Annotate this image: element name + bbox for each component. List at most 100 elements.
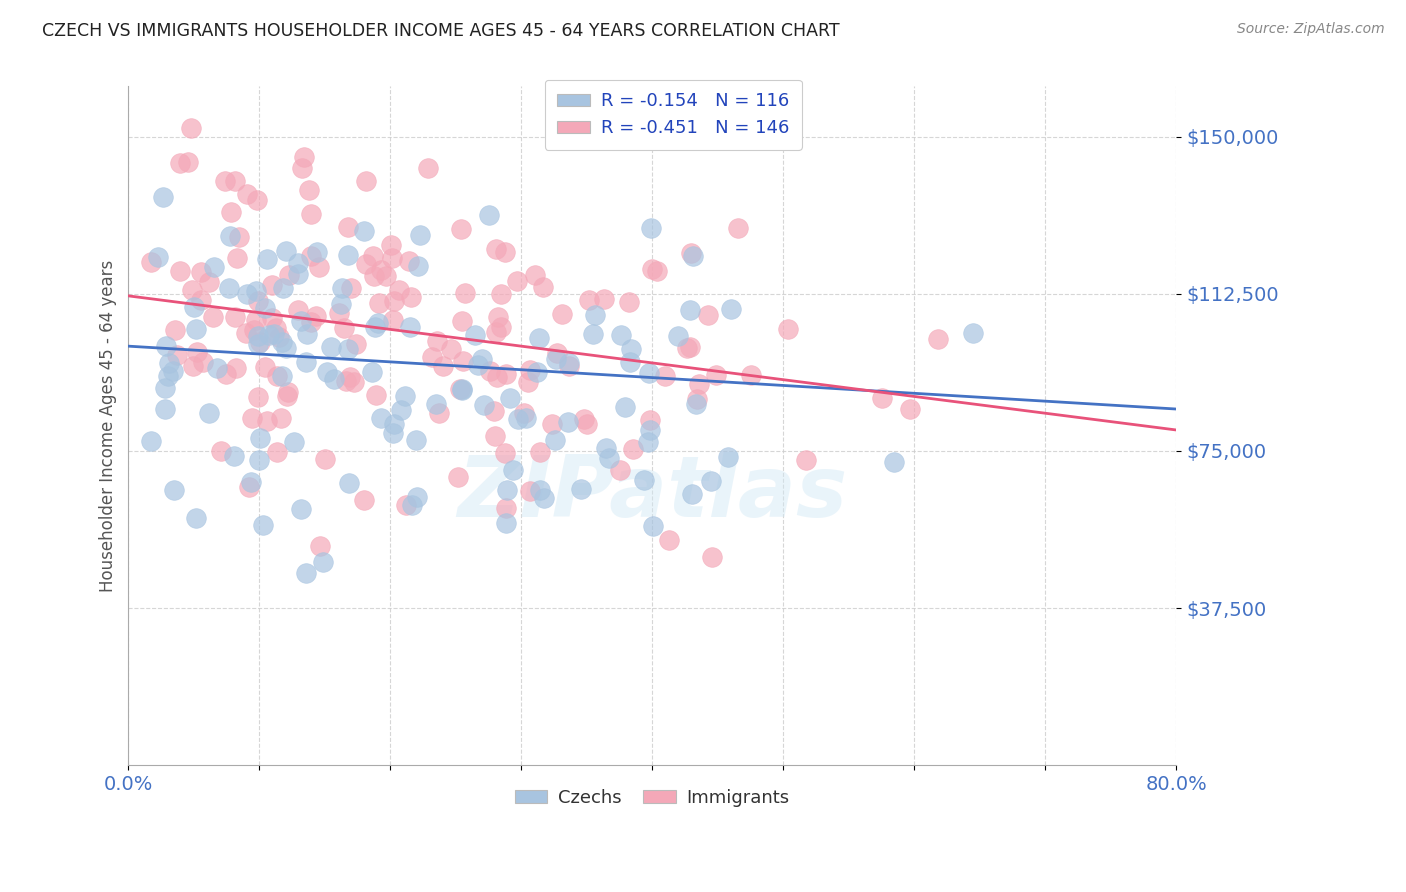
Point <box>295 355 318 369</box>
Point <box>502 463 524 477</box>
Point <box>394 389 416 403</box>
Point <box>583 308 606 322</box>
Point <box>337 475 360 490</box>
Point <box>330 281 353 295</box>
Point <box>440 342 463 356</box>
Point <box>380 238 402 252</box>
Point <box>399 290 422 304</box>
Point <box>309 539 332 553</box>
Point <box>654 369 676 384</box>
Point <box>290 502 312 516</box>
Point <box>529 483 551 498</box>
Point <box>515 411 537 425</box>
Point <box>686 392 709 406</box>
Point <box>197 406 219 420</box>
Point <box>202 260 225 274</box>
Point <box>323 372 346 386</box>
Point <box>308 260 330 274</box>
Point <box>633 474 655 488</box>
Point <box>139 434 162 448</box>
Point <box>202 310 225 325</box>
Point <box>467 358 489 372</box>
Point <box>574 412 596 426</box>
Point <box>336 248 359 262</box>
Point <box>207 360 229 375</box>
Point <box>927 332 949 346</box>
Point <box>155 402 177 417</box>
Point <box>676 342 699 356</box>
Point <box>595 441 617 455</box>
Text: Source: ZipAtlas.com: Source: ZipAtlas.com <box>1237 22 1385 37</box>
Point <box>260 278 283 293</box>
Point <box>898 402 921 417</box>
Point <box>519 363 541 377</box>
Text: CZECH VS IMMIGRANTS HOUSEHOLDER INCOME AGES 45 - 64 YEARS CORRELATION CHART: CZECH VS IMMIGRANTS HOUSEHOLDER INCOME A… <box>42 22 839 40</box>
Point <box>337 219 360 234</box>
Point <box>682 249 704 263</box>
Point <box>619 295 641 310</box>
Point <box>614 401 637 415</box>
Point <box>245 313 267 327</box>
Point <box>558 355 581 369</box>
Point <box>162 364 184 378</box>
Point <box>486 310 509 325</box>
Point <box>157 355 180 369</box>
Point <box>477 208 499 222</box>
Point <box>169 156 191 170</box>
Point <box>447 470 470 484</box>
Point <box>558 359 581 373</box>
Point <box>225 360 247 375</box>
Point <box>598 451 620 466</box>
Point <box>224 174 246 188</box>
Point <box>794 453 817 467</box>
Point <box>363 249 385 263</box>
Point <box>484 429 506 443</box>
Point <box>697 308 720 322</box>
Point <box>254 301 277 315</box>
Point <box>401 498 423 512</box>
Point <box>408 259 430 273</box>
Point <box>353 224 375 238</box>
Point <box>409 227 432 242</box>
Point <box>513 406 536 420</box>
Point <box>153 380 176 394</box>
Point <box>271 335 294 350</box>
Point <box>295 326 318 341</box>
Point <box>474 398 496 412</box>
Point <box>283 435 305 450</box>
Point <box>243 323 266 337</box>
Point <box>315 365 337 379</box>
Point <box>482 404 505 418</box>
Point <box>354 257 377 271</box>
Point <box>264 321 287 335</box>
Point <box>494 245 516 260</box>
Point <box>364 319 387 334</box>
Point <box>668 329 690 343</box>
Point <box>312 556 335 570</box>
Point <box>550 307 572 321</box>
Point <box>638 366 661 380</box>
Point <box>405 490 427 504</box>
Point <box>247 390 270 404</box>
Point <box>425 334 447 348</box>
Point <box>181 359 204 373</box>
Point <box>224 449 246 463</box>
Point <box>274 244 297 258</box>
Point <box>294 566 316 580</box>
Point <box>256 414 278 428</box>
Point <box>540 417 562 432</box>
Point <box>451 383 474 397</box>
Point <box>370 410 392 425</box>
Point <box>209 444 232 458</box>
Point <box>180 121 202 136</box>
Point <box>449 382 471 396</box>
Point <box>235 326 257 340</box>
Point <box>679 302 702 317</box>
Point <box>270 411 292 425</box>
Point <box>647 264 669 278</box>
Point <box>610 328 633 343</box>
Point <box>314 452 336 467</box>
Point <box>186 511 208 525</box>
Point <box>271 369 294 384</box>
Point <box>484 242 506 256</box>
